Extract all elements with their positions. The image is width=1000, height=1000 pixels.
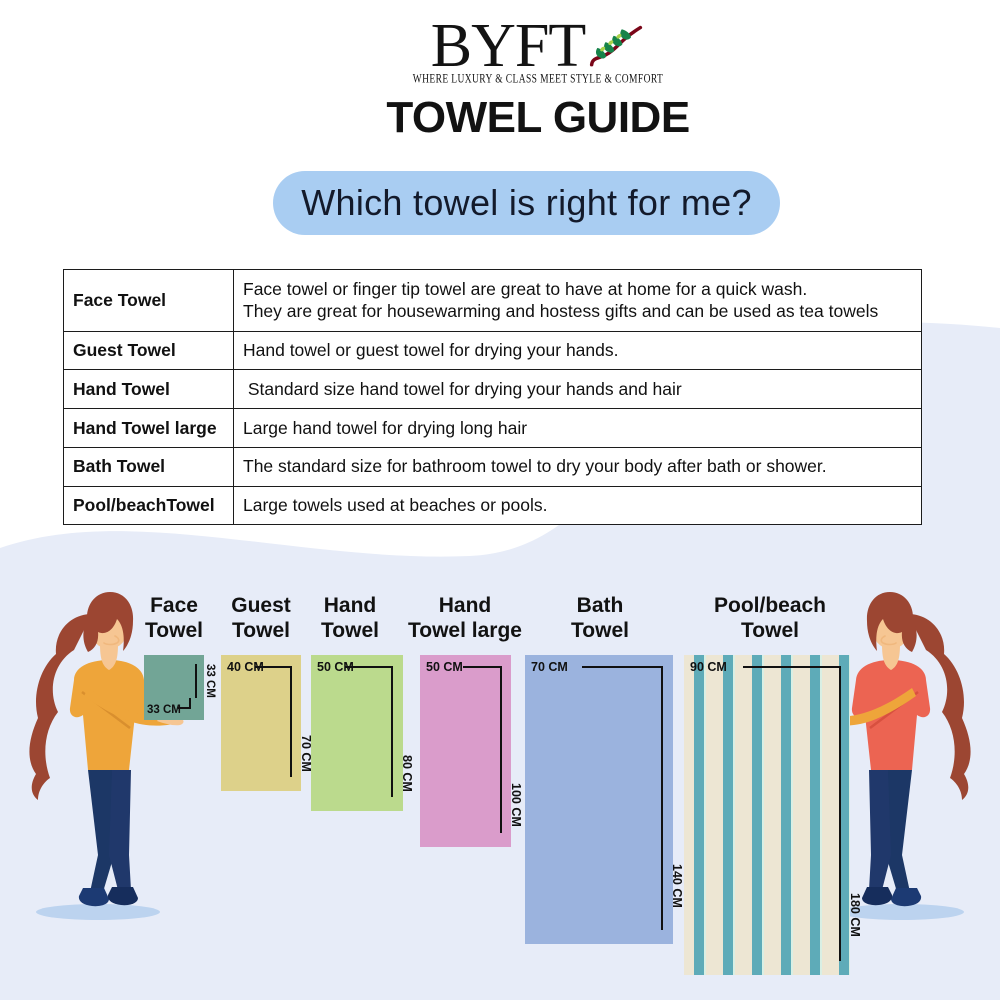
svg-text:70 CM: 70 CM [531, 660, 568, 674]
svg-text:90 CM: 90 CM [690, 660, 727, 674]
svg-text:33 CM: 33 CM [204, 664, 216, 698]
svg-text:80 CM: 80 CM [400, 755, 414, 792]
svg-text:50 CM: 50 CM [426, 660, 463, 674]
svg-text:140 CM: 140 CM [670, 864, 684, 908]
svg-text:50 CM: 50 CM [317, 660, 354, 674]
svg-text:40 CM: 40 CM [227, 660, 264, 674]
svg-text:70 CM: 70 CM [299, 735, 313, 772]
svg-text:180 CM: 180 CM [848, 893, 862, 937]
svg-text:100 CM: 100 CM [509, 783, 523, 827]
svg-text:33 CM: 33 CM [147, 704, 181, 716]
